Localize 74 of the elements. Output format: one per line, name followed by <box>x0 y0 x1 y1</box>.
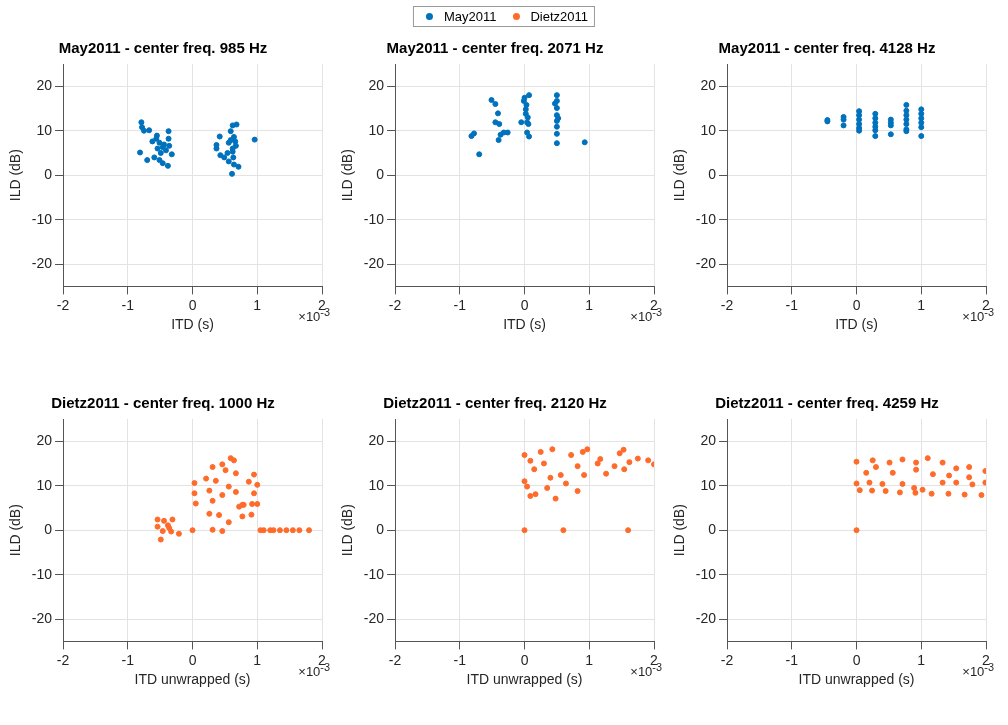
x-tick-label: -1 <box>453 296 467 313</box>
x-tick-label: -1 <box>121 651 135 668</box>
y-tick-label: 10 <box>368 121 385 138</box>
x-tick-label: 0 <box>188 296 197 313</box>
y-tick-label: 0 <box>376 521 385 538</box>
x-tick-label: 1 <box>917 651 926 668</box>
y-tick-label: -10 <box>31 210 53 227</box>
x-tick-label: 1 <box>917 296 926 313</box>
x-axis-title: ITD unwrapped (s) <box>466 671 583 688</box>
x-tick-label: -1 <box>785 651 799 668</box>
y-tick-label: 20 <box>36 77 53 94</box>
x-tick-label: -1 <box>121 296 135 313</box>
y-tick-label: 10 <box>36 476 53 493</box>
y-axis-title: ILD (dB) <box>339 504 356 557</box>
legend-label: May2011 <box>443 9 497 24</box>
y-tick-label: 10 <box>700 121 717 138</box>
x-tick-label: 0 <box>520 651 529 668</box>
chart-title: May2011 - center freq. 2071 Hz <box>386 39 604 57</box>
x-tick-label: 1 <box>253 296 262 313</box>
chart-title: Dietz2011 - center freq. 2120 Hz <box>383 394 607 412</box>
x-tick-label: -2 <box>720 651 734 668</box>
y-tick-label: -10 <box>363 565 385 582</box>
y-tick-label: 0 <box>44 521 53 538</box>
x-tick-label: -1 <box>785 296 799 313</box>
x-tick-label: -2 <box>388 651 402 668</box>
y-axis-title: ILD (dB) <box>339 149 356 202</box>
y-tick-label: -20 <box>31 610 53 627</box>
x-axis-title: ITD (s) <box>503 316 546 333</box>
y-tick-label: -10 <box>695 210 717 227</box>
y-tick-label: 20 <box>700 77 717 94</box>
y-tick-label: 0 <box>44 166 53 183</box>
y-axis-title: ILD (dB) <box>671 504 688 557</box>
y-tick-label: -20 <box>695 255 717 272</box>
y-tick-label: -10 <box>695 565 717 582</box>
x-axis-title: ITD (s) <box>835 316 878 333</box>
x-tick-label: 1 <box>253 651 262 668</box>
y-tick-label: -20 <box>363 255 385 272</box>
x-tick-label: 0 <box>852 651 861 668</box>
chart-title: May2011 - center freq. 985 Hz <box>58 39 268 57</box>
y-tick-label: 10 <box>36 121 53 138</box>
y-tick-label: -20 <box>31 255 53 272</box>
x-axis-title: ITD unwrapped (s) <box>134 671 251 688</box>
y-tick-label: 10 <box>368 476 385 493</box>
x-tick-label: 0 <box>188 651 197 668</box>
x-tick-label: -2 <box>388 296 402 313</box>
x-tick-label: -1 <box>453 651 467 668</box>
x-tick-label: -2 <box>720 296 734 313</box>
chart-title: Dietz2011 - center freq. 1000 Hz <box>51 394 275 412</box>
x-tick-label: -2 <box>56 296 70 313</box>
x-tick-label: 0 <box>520 296 529 313</box>
y-tick-label: -20 <box>695 610 717 627</box>
y-tick-label: 20 <box>368 77 385 94</box>
y-tick-label: 0 <box>708 166 717 183</box>
y-tick-label: 0 <box>376 166 385 183</box>
y-tick-label: 0 <box>708 521 717 538</box>
y-tick-label: 20 <box>36 432 53 449</box>
legend-label: Dietz2011 <box>530 9 589 24</box>
x-tick-label: 1 <box>585 651 594 668</box>
x-tick-label: 0 <box>852 296 861 313</box>
chart-title: Dietz2011 - center freq. 4259 Hz <box>715 394 939 412</box>
y-tick-label: -10 <box>31 565 53 582</box>
x-axis-title: ITD (s) <box>171 316 214 333</box>
y-axis-title: ILD (dB) <box>671 149 688 202</box>
y-tick-label: -10 <box>363 210 385 227</box>
y-axis-title: ILD (dB) <box>7 504 24 557</box>
x-tick-label: 1 <box>585 296 594 313</box>
chart-title: May2011 - center freq. 4128 Hz <box>718 39 936 57</box>
y-tick-label: 20 <box>368 432 385 449</box>
y-tick-label: 10 <box>700 476 717 493</box>
y-axis-title: ILD (dB) <box>7 149 24 202</box>
y-tick-label: 20 <box>700 432 717 449</box>
x-axis-title: ITD unwrapped (s) <box>798 671 915 688</box>
x-tick-label: -2 <box>56 651 70 668</box>
y-tick-label: -20 <box>363 610 385 627</box>
